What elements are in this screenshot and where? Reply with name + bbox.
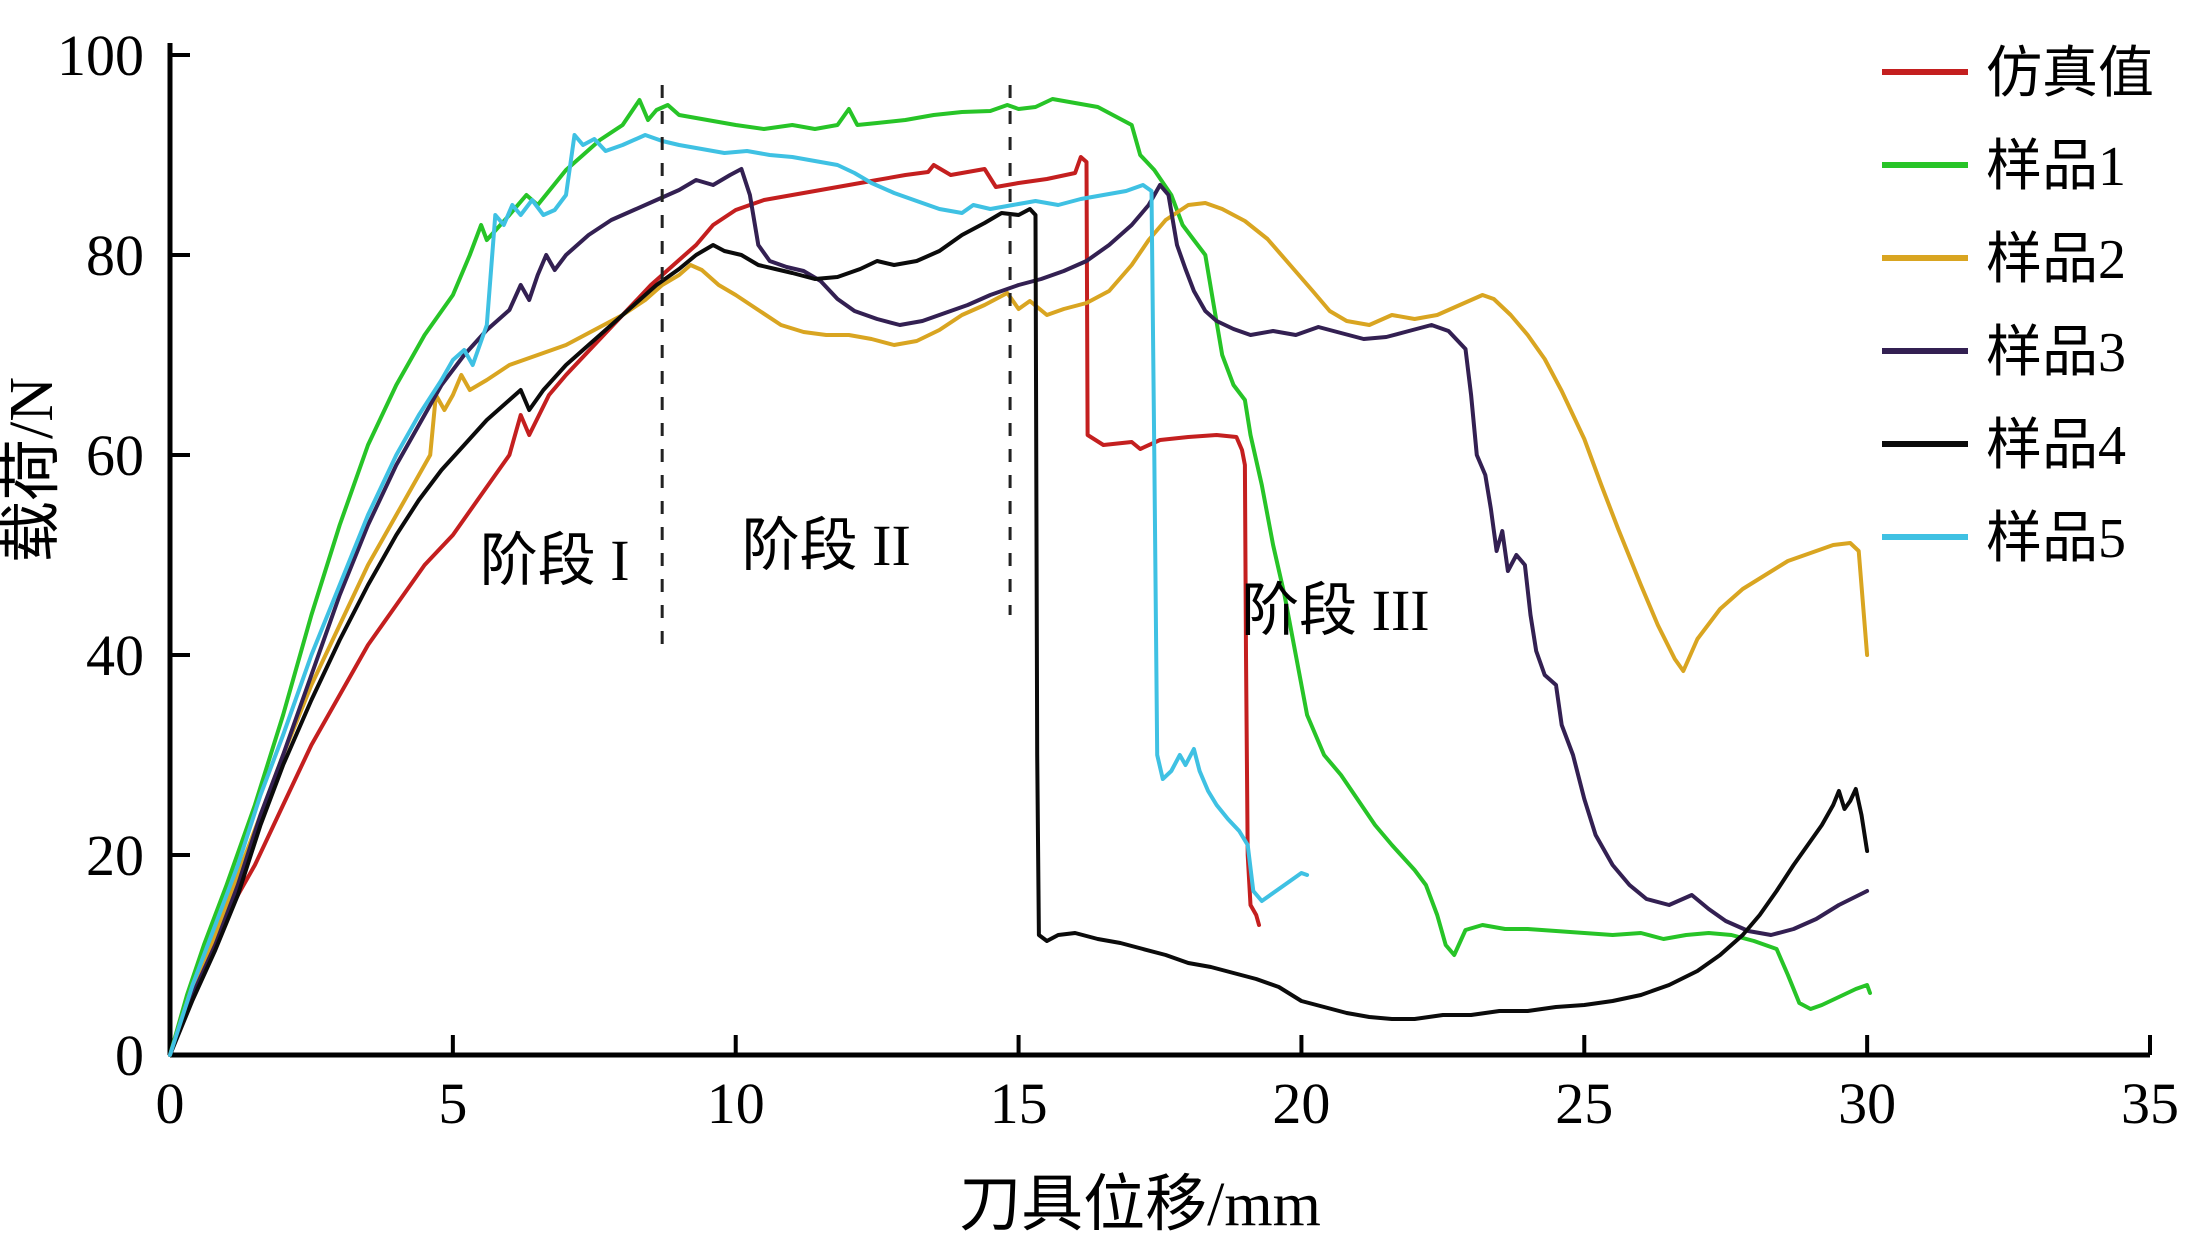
x-tick-label: 35	[2121, 1071, 2179, 1136]
legend-label-2: 样品2	[1986, 229, 2126, 291]
y-tick-label: 80	[86, 223, 144, 288]
y-tick-label: 0	[115, 1023, 144, 1088]
y-tick-label: 20	[86, 823, 144, 888]
y-tick-label: 60	[86, 423, 144, 488]
axes-layer: 0 5 10 15 20 25 30 35 0 20 40 60 80 100	[57, 23, 2179, 1136]
series-line-0	[168, 155, 1261, 1057]
x-tick-label: 20	[1272, 1071, 1330, 1136]
stage-annotation-2: 阶段 III	[1241, 578, 1429, 643]
legend-label-5: 样品5	[1986, 508, 2126, 570]
x-tick-label: 15	[990, 1071, 1048, 1136]
y-tick-label: 100	[57, 23, 144, 88]
series-layer	[168, 97, 1872, 1057]
series-line-2	[168, 201, 1870, 1057]
x-tick-label: 5	[438, 1071, 467, 1136]
series-line-5	[168, 133, 1310, 1057]
legend-label-4: 样品4	[1986, 415, 2126, 477]
legend-label-0: 仿真值	[1986, 43, 2154, 105]
x-tick-label: 10	[707, 1071, 765, 1136]
legend-label-1: 样品1	[1986, 136, 2126, 198]
stage-annotation-0: 阶段 I	[480, 528, 630, 593]
series-line-3	[168, 167, 1870, 1057]
x-tick-label: 25	[1555, 1071, 1613, 1136]
y-tick-label: 40	[86, 623, 144, 688]
annotation-layer: 阶段 I 阶段 II 阶段 III	[480, 85, 1430, 645]
stage-annotation-1: 阶段 II	[742, 513, 911, 578]
x-axis-label: 刀具位移/mm	[959, 1171, 1321, 1239]
series-line-4	[168, 207, 1870, 1057]
x-tick-label: 0	[156, 1071, 185, 1136]
y-axis-label: 载荷/N	[0, 377, 66, 563]
legend-label-3: 样品3	[1986, 322, 2126, 384]
series-line-1	[168, 97, 1872, 1057]
x-tick-label: 30	[1838, 1071, 1896, 1136]
